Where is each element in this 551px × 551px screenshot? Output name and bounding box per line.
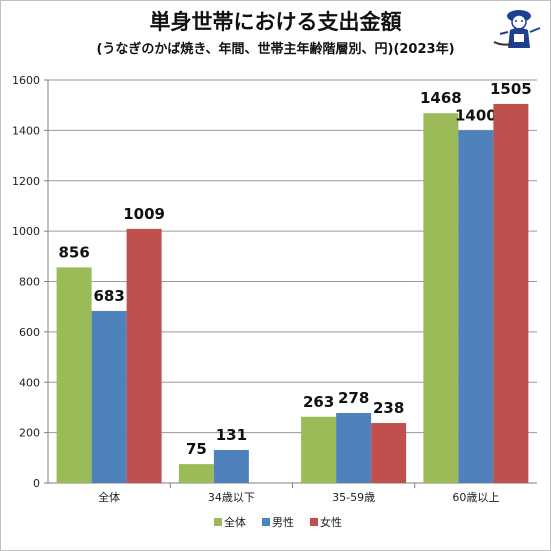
data-label: 278 <box>338 389 369 407</box>
bar <box>336 412 372 483</box>
y-tick-label: 400 <box>19 376 40 389</box>
bar <box>213 450 249 483</box>
y-tick-label: 600 <box>19 326 40 339</box>
data-label: 131 <box>216 426 247 444</box>
data-label: 683 <box>93 287 124 305</box>
bar <box>178 464 214 483</box>
x-tick-label: 全体 <box>98 490 120 504</box>
data-label: 75 <box>186 440 207 458</box>
legend-label: 男性 <box>272 515 294 529</box>
legend-label: 全体 <box>224 515 246 529</box>
y-tick-label: 1600 <box>12 74 40 87</box>
bar <box>493 103 529 483</box>
bar <box>423 113 459 483</box>
bar <box>301 416 337 483</box>
chart-title: 単身世帯における支出金額 <box>149 10 402 34</box>
bar <box>126 228 162 483</box>
data-label: 238 <box>373 399 404 417</box>
data-label: 1009 <box>123 205 165 223</box>
data-label: 856 <box>58 243 89 261</box>
data-label: 1468 <box>420 89 462 107</box>
legend-label: 女性 <box>320 515 342 529</box>
y-tick-label: 0 <box>33 477 40 490</box>
data-label: 1505 <box>490 80 532 98</box>
data-label: 1400 <box>455 106 497 124</box>
data-label: 263 <box>303 393 334 411</box>
legend-swatch <box>214 518 222 526</box>
y-tick-label: 200 <box>19 427 40 440</box>
y-tick-label: 1000 <box>12 225 40 238</box>
y-tick-label: 1200 <box>12 175 40 188</box>
bar <box>91 310 127 483</box>
y-tick-label: 1400 <box>12 124 40 137</box>
bar <box>371 423 407 483</box>
x-tick-label: 35-59歳 <box>332 491 375 504</box>
bar <box>458 130 494 483</box>
x-tick-label: 60歳以上 <box>452 491 499 504</box>
chart-subtitle: (うなぎのかば焼き、年間、世帯主年齢階層別、円)(2023年) <box>96 42 455 57</box>
bar <box>56 267 92 483</box>
mascot-icon <box>493 10 541 48</box>
legend-swatch <box>262 518 270 526</box>
x-tick-label: 34歳以下 <box>208 491 255 504</box>
legend-swatch <box>310 518 318 526</box>
y-tick-label: 800 <box>19 276 40 289</box>
